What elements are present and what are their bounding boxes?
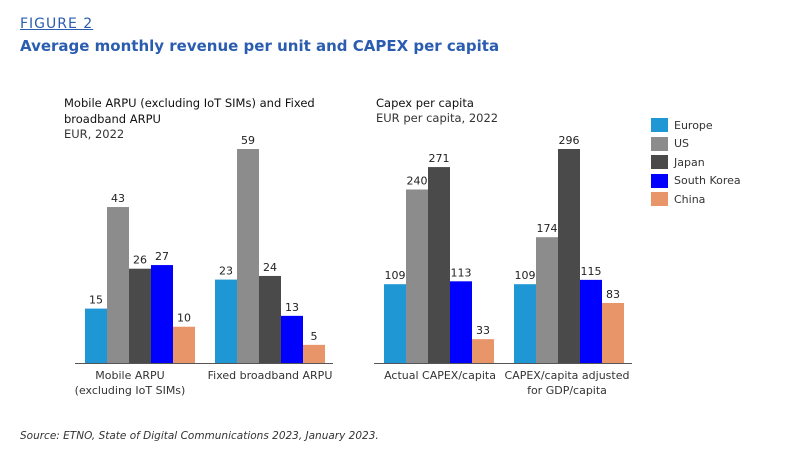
data-label-us-capex-capita-adjusted-for-gdp-capita: 174 — [537, 222, 558, 235]
bar-europe-mobile-arpu-excluding-iot-sims — [85, 308, 107, 363]
chart-1-title-line-1: Mobile ARPU (excluding IoT SIMs) and Fix… — [64, 96, 315, 110]
bar-japan-mobile-arpu-excluding-iot-sims — [129, 268, 151, 363]
category-label-mobile-arpu-excluding-iot-sims-line-2: (excluding IoT SIMs) — [75, 384, 186, 397]
bar-japan-fixed-broadband-arpu — [259, 275, 281, 363]
bar-us-mobile-arpu-excluding-iot-sims — [107, 207, 129, 363]
bar-south-korea-actual-capex-capita — [450, 281, 472, 363]
data-label-south-korea-mobile-arpu-excluding-iot-sims: 27 — [155, 250, 169, 263]
bar-europe-actual-capex-capita — [384, 284, 406, 363]
legend-item-us: US — [651, 135, 741, 154]
data-label-china-actual-capex-capita: 33 — [476, 324, 490, 337]
data-label-china-mobile-arpu-excluding-iot-sims: 10 — [177, 312, 191, 325]
chart-1-subtitle: EUR, 2022 — [64, 127, 125, 141]
legend-swatch-europe — [651, 118, 668, 133]
category-label-actual-capex-capita: Actual CAPEX/capita — [384, 369, 496, 382]
legend: Europe US Japan South Korea China — [651, 116, 741, 209]
bar-china-mobile-arpu-excluding-iot-sims — [173, 326, 195, 363]
chart-1-title-line-2: broadband ARPU — [64, 112, 161, 126]
chart-2-title: Capex per capita — [376, 95, 576, 111]
data-label-us-actual-capex-capita: 240 — [407, 174, 428, 187]
bar-japan-actual-capex-capita — [428, 167, 450, 363]
data-label-south-korea-actual-capex-capita: 113 — [451, 266, 472, 279]
data-label-us-fixed-broadband-arpu: 59 — [241, 134, 255, 147]
source-note: Source: ETNO, State of Digital Communica… — [20, 430, 379, 442]
bar-south-korea-fixed-broadband-arpu — [281, 315, 303, 363]
chart-2-subtitle: EUR per capita, 2022 — [376, 111, 499, 125]
data-label-us-mobile-arpu-excluding-iot-sims: 43 — [111, 192, 125, 205]
category-label-mobile-arpu-excluding-iot-sims-line-1: Mobile ARPU — [95, 369, 164, 382]
data-label-europe-capex-capita-adjusted-for-gdp-capita: 109 — [515, 269, 536, 282]
legend-item-south-korea: South Korea — [651, 172, 741, 191]
bar-china-capex-capita-adjusted-for-gdp-capita — [602, 302, 624, 363]
bar-us-capex-capita-adjusted-for-gdp-capita — [536, 237, 558, 363]
chart-1-plot: 15 43 26 27 10 Mobile ARPU (excluding IoT SIMs… — [75, 134, 333, 397]
data-label-europe-actual-capex-capita: 109 — [385, 269, 406, 282]
data-label-south-korea-fixed-broadband-arpu: 13 — [285, 301, 299, 314]
legend-swatch-south-korea — [651, 173, 668, 188]
bar-china-actual-capex-capita — [472, 339, 494, 363]
chart-1-title: Mobile ARPU (excluding IoT SIMs) and Fix… — [64, 95, 324, 127]
legend-swatch-china — [651, 192, 668, 207]
legend-label-us: US — [674, 137, 690, 151]
data-label-europe-mobile-arpu-excluding-iot-sims: 15 — [89, 294, 103, 307]
category-label-fixed-broadband-arpu: Fixed broadband ARPU — [208, 369, 333, 382]
figure-label: FIGURE 2 — [20, 16, 94, 32]
data-label-japan-fixed-broadband-arpu: 24 — [263, 261, 277, 274]
bar-south-korea-capex-capita-adjusted-for-gdp-capita — [580, 279, 602, 363]
legend-item-japan: Japan — [651, 153, 741, 172]
bar-europe-fixed-broadband-arpu — [215, 279, 237, 363]
bar-us-actual-capex-capita — [406, 189, 428, 363]
category-label-capex-capita-adjusted-for-gdp-capita-line-2: for GDP/capita — [527, 384, 607, 397]
data-label-china-fixed-broadband-arpu: 5 — [311, 330, 318, 343]
chart-2-title-line-1: Capex per capita — [376, 96, 474, 110]
legend-label-china: China — [674, 192, 706, 206]
category-label-capex-capita-adjusted-for-gdp-capita-line-1: CAPEX/capita adjusted — [505, 369, 630, 382]
bar-us-fixed-broadband-arpu — [237, 149, 259, 363]
data-label-japan-actual-capex-capita: 271 — [429, 152, 450, 165]
legend-item-china: China — [651, 190, 741, 209]
bar-china-fixed-broadband-arpu — [303, 344, 325, 363]
legend-swatch-japan — [651, 155, 668, 170]
bar-south-korea-mobile-arpu-excluding-iot-sims — [151, 265, 173, 363]
bar-japan-capex-capita-adjusted-for-gdp-capita — [558, 149, 580, 363]
data-label-japan-mobile-arpu-excluding-iot-sims: 26 — [133, 254, 147, 267]
bar-europe-capex-capita-adjusted-for-gdp-capita — [514, 284, 536, 363]
legend-label-japan: Japan — [674, 155, 705, 169]
figure-title: Average monthly revenue per unit and CAP… — [20, 37, 500, 55]
data-label-japan-capex-capita-adjusted-for-gdp-capita: 296 — [559, 134, 580, 147]
legend-label-europe: Europe — [674, 118, 713, 132]
data-label-europe-fixed-broadband-arpu: 23 — [219, 265, 233, 278]
legend-swatch-us — [651, 136, 668, 151]
data-label-china-capex-capita-adjusted-for-gdp-capita: 83 — [606, 288, 620, 301]
legend-item-europe: Europe — [651, 116, 741, 135]
data-label-south-korea-capex-capita-adjusted-for-gdp-capita: 115 — [581, 265, 602, 278]
legend-label-south-korea: South Korea — [674, 174, 741, 188]
